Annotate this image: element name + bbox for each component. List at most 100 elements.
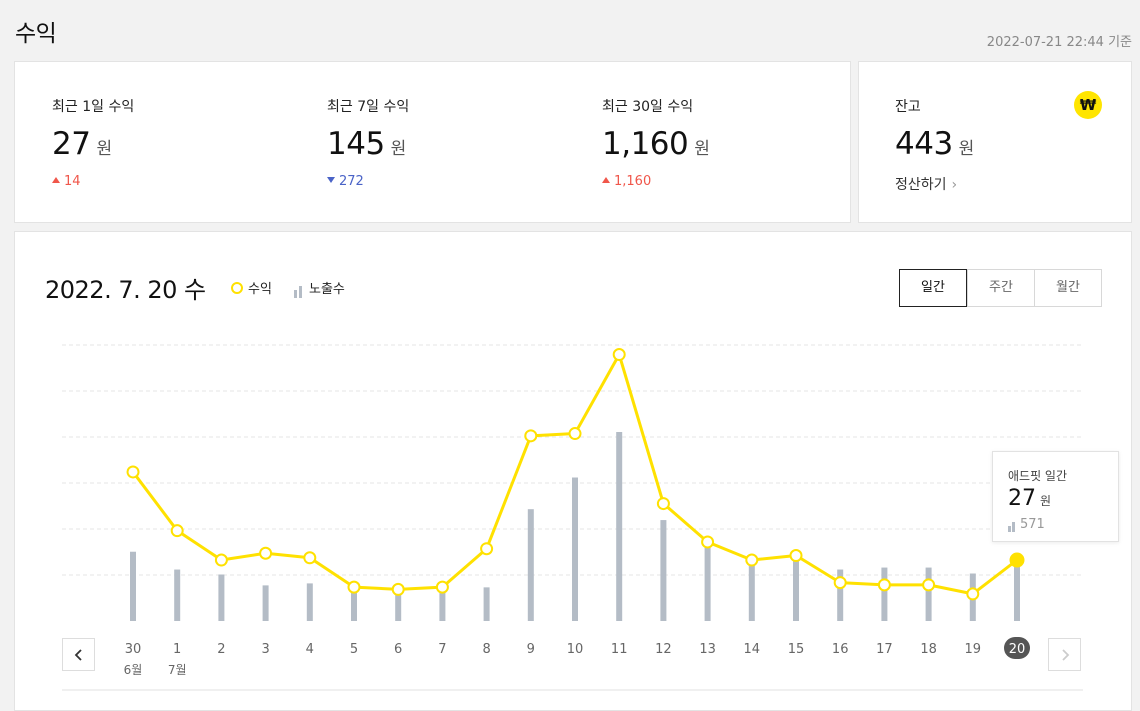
balance-card: 잔고 443 원 ₩ 정산하기 › xyxy=(858,61,1132,223)
arrow-down-icon xyxy=(327,177,335,183)
x-tick-label: 5 xyxy=(350,642,358,657)
revenue-point xyxy=(877,578,891,592)
tab-daily[interactable]: 일간 xyxy=(899,269,967,307)
x-tick-label: 1 xyxy=(173,642,181,657)
x-tick-label: 13 xyxy=(699,642,716,657)
tooltip-impressions-value: 571 xyxy=(1020,517,1045,532)
revenue-point xyxy=(347,580,361,594)
chart-tooltip: 애드핏 일간 27 원 571 xyxy=(992,451,1119,542)
revenue-point xyxy=(966,587,980,601)
x-tick-label: 30 xyxy=(125,642,142,657)
metric-unit: 원 xyxy=(694,139,710,159)
settle-label: 정산하기 xyxy=(895,177,947,193)
impression-bar xyxy=(439,589,446,621)
metric-change: 14 xyxy=(52,174,81,189)
x-tick-label: 15 xyxy=(788,642,805,657)
x-tick-label: 10 xyxy=(567,642,584,657)
metric-change-value: 14 xyxy=(64,174,81,189)
impression-bar xyxy=(925,567,932,621)
x-tick-label: 9 xyxy=(527,642,535,657)
revenue-point xyxy=(568,427,582,441)
x-tick-label: 6 xyxy=(394,642,402,657)
x-tick-label: 18 xyxy=(920,642,937,657)
impression-bar xyxy=(306,583,313,621)
revenue-point xyxy=(1009,552,1025,568)
next-period-button[interactable] xyxy=(1048,638,1081,671)
arrow-up-icon xyxy=(52,177,60,183)
balance-label: 잔고 xyxy=(895,99,921,115)
impression-bar xyxy=(395,584,402,621)
metric-unit: 원 xyxy=(96,139,113,159)
arrow-up-icon xyxy=(602,177,610,183)
revenue-point xyxy=(612,348,626,362)
metric-label: 최근 7일 수익 xyxy=(327,99,410,115)
chart-date: 2022. 7. 20 수 xyxy=(45,276,206,304)
selected-day-pill xyxy=(1004,637,1030,659)
impression-bar xyxy=(616,432,623,621)
metric-change: 1,160 xyxy=(602,174,651,189)
x-tick-label: 14 xyxy=(744,642,761,657)
legend-impressions-label: 노출수 xyxy=(309,282,345,297)
tab-monthly[interactable]: 월간 xyxy=(1034,270,1101,306)
metric-change-value: 272 xyxy=(339,174,364,189)
revenue-point xyxy=(480,542,494,556)
impression-bar xyxy=(130,551,136,621)
revenue-point xyxy=(435,580,449,594)
impression-bar xyxy=(527,509,534,621)
x-tick-label: 17 xyxy=(876,642,893,657)
x-tick-label: 12 xyxy=(655,642,672,657)
impression-bar xyxy=(1014,564,1020,621)
balance-number: 443 xyxy=(895,126,953,162)
page-title: 수익 xyxy=(15,21,57,47)
settle-link[interactable]: 정산하기 › xyxy=(895,174,957,194)
bar-marker-icon xyxy=(1008,517,1016,532)
revenue-point xyxy=(303,551,317,565)
impression-bar xyxy=(704,536,711,621)
metric-change: 272 xyxy=(327,174,364,189)
metric-number: 1,160 xyxy=(602,126,689,162)
impression-bar xyxy=(572,477,578,621)
impression-bar xyxy=(351,585,357,621)
impression-bar xyxy=(748,554,755,621)
month-label: 7월 xyxy=(168,663,187,677)
tooltip-title: 애드핏 일간 xyxy=(1008,469,1068,483)
legend-revenue-label: 수익 xyxy=(248,282,272,297)
won-coin-icon: ₩ xyxy=(1074,91,1102,119)
revenue-summary-card: 최근 1일 수익 27 원 14 최근 7일 수익 145 원 272 최근 30일… xyxy=(14,61,851,223)
data-timestamp: 2022-07-21 22:44 기준 xyxy=(986,35,1132,50)
impression-bar xyxy=(837,569,844,621)
revenue-point xyxy=(745,553,759,567)
line-marker-icon xyxy=(231,282,243,294)
legend-revenue: 수익 xyxy=(231,278,272,297)
revenue-point xyxy=(126,465,140,479)
x-tick-label: 16 xyxy=(832,642,849,657)
revenue-point xyxy=(259,546,273,560)
metric-number: 27 xyxy=(52,126,91,162)
metric-value: 1,160 원 xyxy=(602,126,710,162)
revenue-point xyxy=(524,429,538,443)
chevron-right-icon xyxy=(1061,648,1069,661)
prev-period-button[interactable] xyxy=(62,638,95,671)
revenue-point xyxy=(922,578,936,592)
revenue-point xyxy=(391,582,405,596)
impression-bar xyxy=(262,585,269,621)
metric-value: 27 원 xyxy=(52,126,112,162)
month-label: 6월 xyxy=(124,663,143,677)
tab-weekly[interactable]: 주간 xyxy=(967,270,1034,306)
revenue-point xyxy=(170,524,184,538)
chevron-right-icon: › xyxy=(951,177,958,193)
x-tick-label: 8 xyxy=(482,642,490,657)
tooltip-impressions: 571 xyxy=(1008,517,1045,532)
tooltip-unit: 원 xyxy=(1040,494,1052,508)
impression-bar xyxy=(174,569,181,621)
x-tick-label: 4 xyxy=(306,642,314,657)
x-tick-label: 7 xyxy=(438,642,446,657)
revenue-point xyxy=(833,576,847,590)
balance-value: 443 원 xyxy=(895,126,974,162)
metric-label: 최근 30일 수익 xyxy=(602,99,694,115)
x-tick-label: 20 xyxy=(1009,642,1026,657)
revenue-point xyxy=(214,553,228,567)
x-tick-label: 2 xyxy=(217,642,225,657)
impression-bar xyxy=(793,552,799,621)
revenue-chart-card: 2022. 7. 20 수 수익 노출수 일간 주간 월간 30 6월 1 7월 2 3 4… xyxy=(14,231,1132,711)
